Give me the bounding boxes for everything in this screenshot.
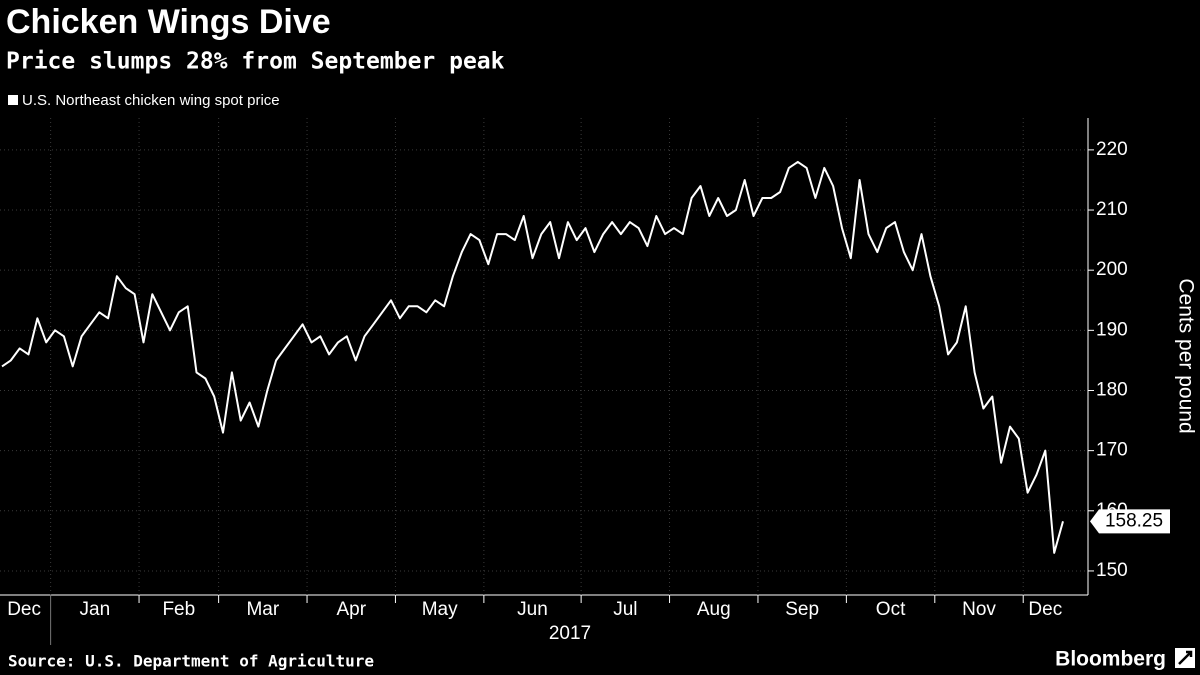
chart-subtitle: Price slumps 28% from September peak (6, 49, 505, 75)
x-tick-label: Jul (613, 599, 637, 620)
y-axis-label: Cents per pound (1174, 278, 1197, 433)
x-tick-label: Dec (1028, 599, 1062, 620)
x-tick-label: Oct (876, 599, 906, 620)
x-tick-label: Sep (785, 599, 819, 620)
y-tick-label: 180 (1096, 380, 1128, 401)
x-tick-label: Dec (7, 599, 41, 620)
brand: Bloomberg (1055, 648, 1166, 671)
line-series (1, 160, 1064, 554)
x-tick-label: Jun (517, 599, 548, 620)
x-tick-label: Aug (697, 599, 731, 620)
last-value-box (1090, 509, 1170, 534)
legend-swatch (8, 95, 18, 105)
chart-title: Chicken Wings Dive (6, 3, 331, 41)
x-tick-label: May (422, 599, 458, 620)
year-label: 2017 (549, 623, 591, 644)
y-tick-label: 190 (1096, 319, 1128, 340)
y-tick-label: 150 (1096, 560, 1128, 581)
x-tick-label: Feb (162, 599, 195, 620)
y-tick-label: 210 (1096, 199, 1128, 220)
y-tick-label: 170 (1096, 440, 1128, 461)
brand-icon-arrow (1178, 650, 1193, 665)
x-tick-label: Mar (246, 599, 279, 620)
source: Source: U.S. Department of Agriculture (8, 652, 374, 671)
legend-label: U.S. Northeast chicken wing spot price (22, 92, 280, 109)
last-value-label: 158.25 (1105, 510, 1163, 531)
x-tick-label: Jan (80, 599, 111, 620)
x-tick-label: Apr (336, 599, 366, 620)
y-tick-label: 220 (1096, 139, 1128, 160)
y-tick-label: 200 (1096, 259, 1128, 280)
x-tick-label: Nov (962, 599, 996, 620)
